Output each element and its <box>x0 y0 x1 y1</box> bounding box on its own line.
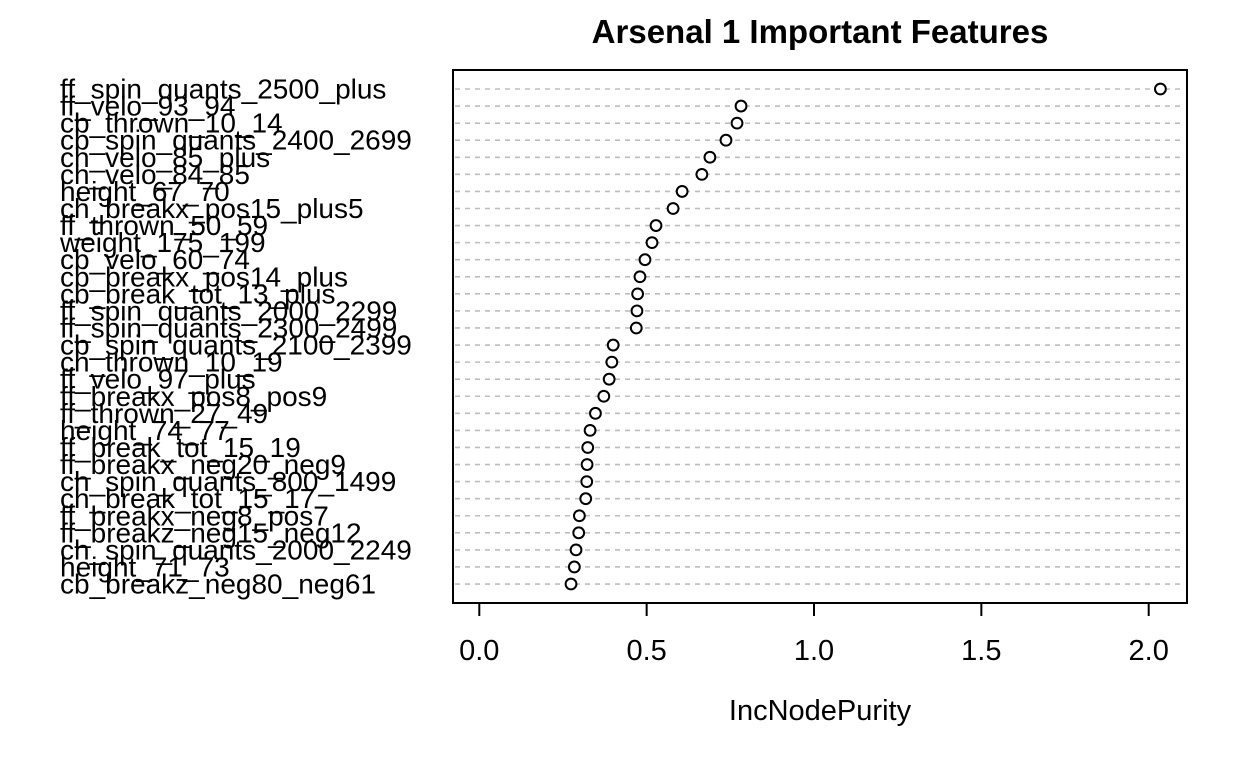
y-axis-feature-label: weight_175_199 <box>59 227 266 258</box>
y-axis-feature-label: ff_breakx_pos8_pos9 <box>60 381 327 412</box>
data-point <box>581 441 595 454</box>
data-point <box>630 304 644 318</box>
y-axis-feature-label: ff_spin_quants_2500_plus <box>60 74 386 105</box>
data-point <box>730 116 744 130</box>
data-point <box>583 424 597 437</box>
y-axis-feature-label: ch_breakx_pos15_plus5 <box>60 193 364 224</box>
y-axis-feature-label: ff_thrown_50_59 <box>60 210 268 241</box>
y-axis-feature-label: ch_velo_84_85 <box>60 159 250 190</box>
y-axis-feature-label: cb_break_tot_13_plus <box>60 278 336 309</box>
y-axis-feature-label: height_67_70 <box>60 176 230 207</box>
y-axis-feature-label: cb_breakx_pos14_plus <box>60 261 348 292</box>
y-axis-feature-label: cb_spin_quants_2100_2399 <box>60 330 412 361</box>
y-axis-feature-label: cb_breakz_neg80_neg61 <box>60 569 376 600</box>
y-axis-feature-label: ff_breakx_neg8_pos7 <box>60 500 329 531</box>
data-point <box>605 355 619 369</box>
plot-border <box>452 69 1188 604</box>
data-point <box>734 99 748 113</box>
data-point <box>638 253 652 267</box>
data-point <box>719 133 733 147</box>
x-tick-label: 0.5 <box>626 635 666 667</box>
data-point <box>564 577 578 591</box>
y-axis-feature-label: ff_breakz_neg15_neg12 <box>60 517 362 548</box>
x-tick-label: 1.5 <box>961 635 1001 667</box>
data-point <box>631 287 645 301</box>
y-axis-feature-label: ff_break_tot_15_19 <box>60 432 301 463</box>
data-point <box>606 338 620 352</box>
y-axis-feature-label: ch_spin_quants_800_1499 <box>60 466 396 497</box>
data-point <box>572 509 586 523</box>
data-point <box>633 270 647 284</box>
data-point <box>602 372 616 386</box>
data-point <box>645 236 659 250</box>
y-axis-feature-label: ff_spin_quants_2300_2499 <box>60 312 397 343</box>
y-axis-feature-label: cb_spin_quants_2400_2699 <box>60 125 412 156</box>
data-point <box>572 526 586 540</box>
y-axis-feature-label: height_74_77 <box>60 415 230 446</box>
y-axis-feature-label: ff_spin_quants_2000_2299 <box>60 295 397 326</box>
y-axis-feature-label: ff_thrown_27_49 <box>60 398 268 429</box>
data-point <box>580 475 594 489</box>
y-axis-feature-label: ff_velo_97_plus <box>60 364 256 395</box>
chart-title: Arsenal 1 Important Features <box>591 13 1049 50</box>
data-point <box>703 150 717 164</box>
y-axis-feature-label: ch_break_tot_15_17 <box>60 483 315 514</box>
data-point <box>695 167 709 181</box>
data-point <box>675 185 689 198</box>
x-tick-label: 1.0 <box>794 635 834 667</box>
data-point <box>629 321 643 335</box>
data-point <box>567 560 581 574</box>
x-tick-label: 2.0 <box>1129 635 1169 667</box>
x-tick-label: 0.0 <box>459 635 499 667</box>
data-point <box>580 458 594 471</box>
y-axis-feature-label: height_71_73 <box>60 551 230 582</box>
y-axis-feature-label: cb_velo_60_74 <box>60 244 250 275</box>
x-axis-label: IncNodePurity <box>728 695 912 727</box>
data-point <box>579 492 593 506</box>
data-point <box>569 543 583 557</box>
data-point <box>666 202 680 215</box>
y-axis-feature-label: ch_thrown_10_19 <box>60 347 283 378</box>
y-axis-feature-label: ch_velo_85_plus <box>60 142 270 173</box>
y-axis-feature-label: cb_thrown_10_14 <box>60 108 283 139</box>
data-point <box>589 406 602 420</box>
y-axis-feature-label: ff_velo_93_94 <box>60 91 235 122</box>
data-point <box>597 389 611 403</box>
data-point <box>1154 82 1167 96</box>
data-point <box>649 219 663 232</box>
y-axis-feature-label: ch_spin_quants_2000_2249 <box>60 534 412 565</box>
y-axis-feature-label: ff_breakx_neg20_neg9 <box>60 449 346 480</box>
